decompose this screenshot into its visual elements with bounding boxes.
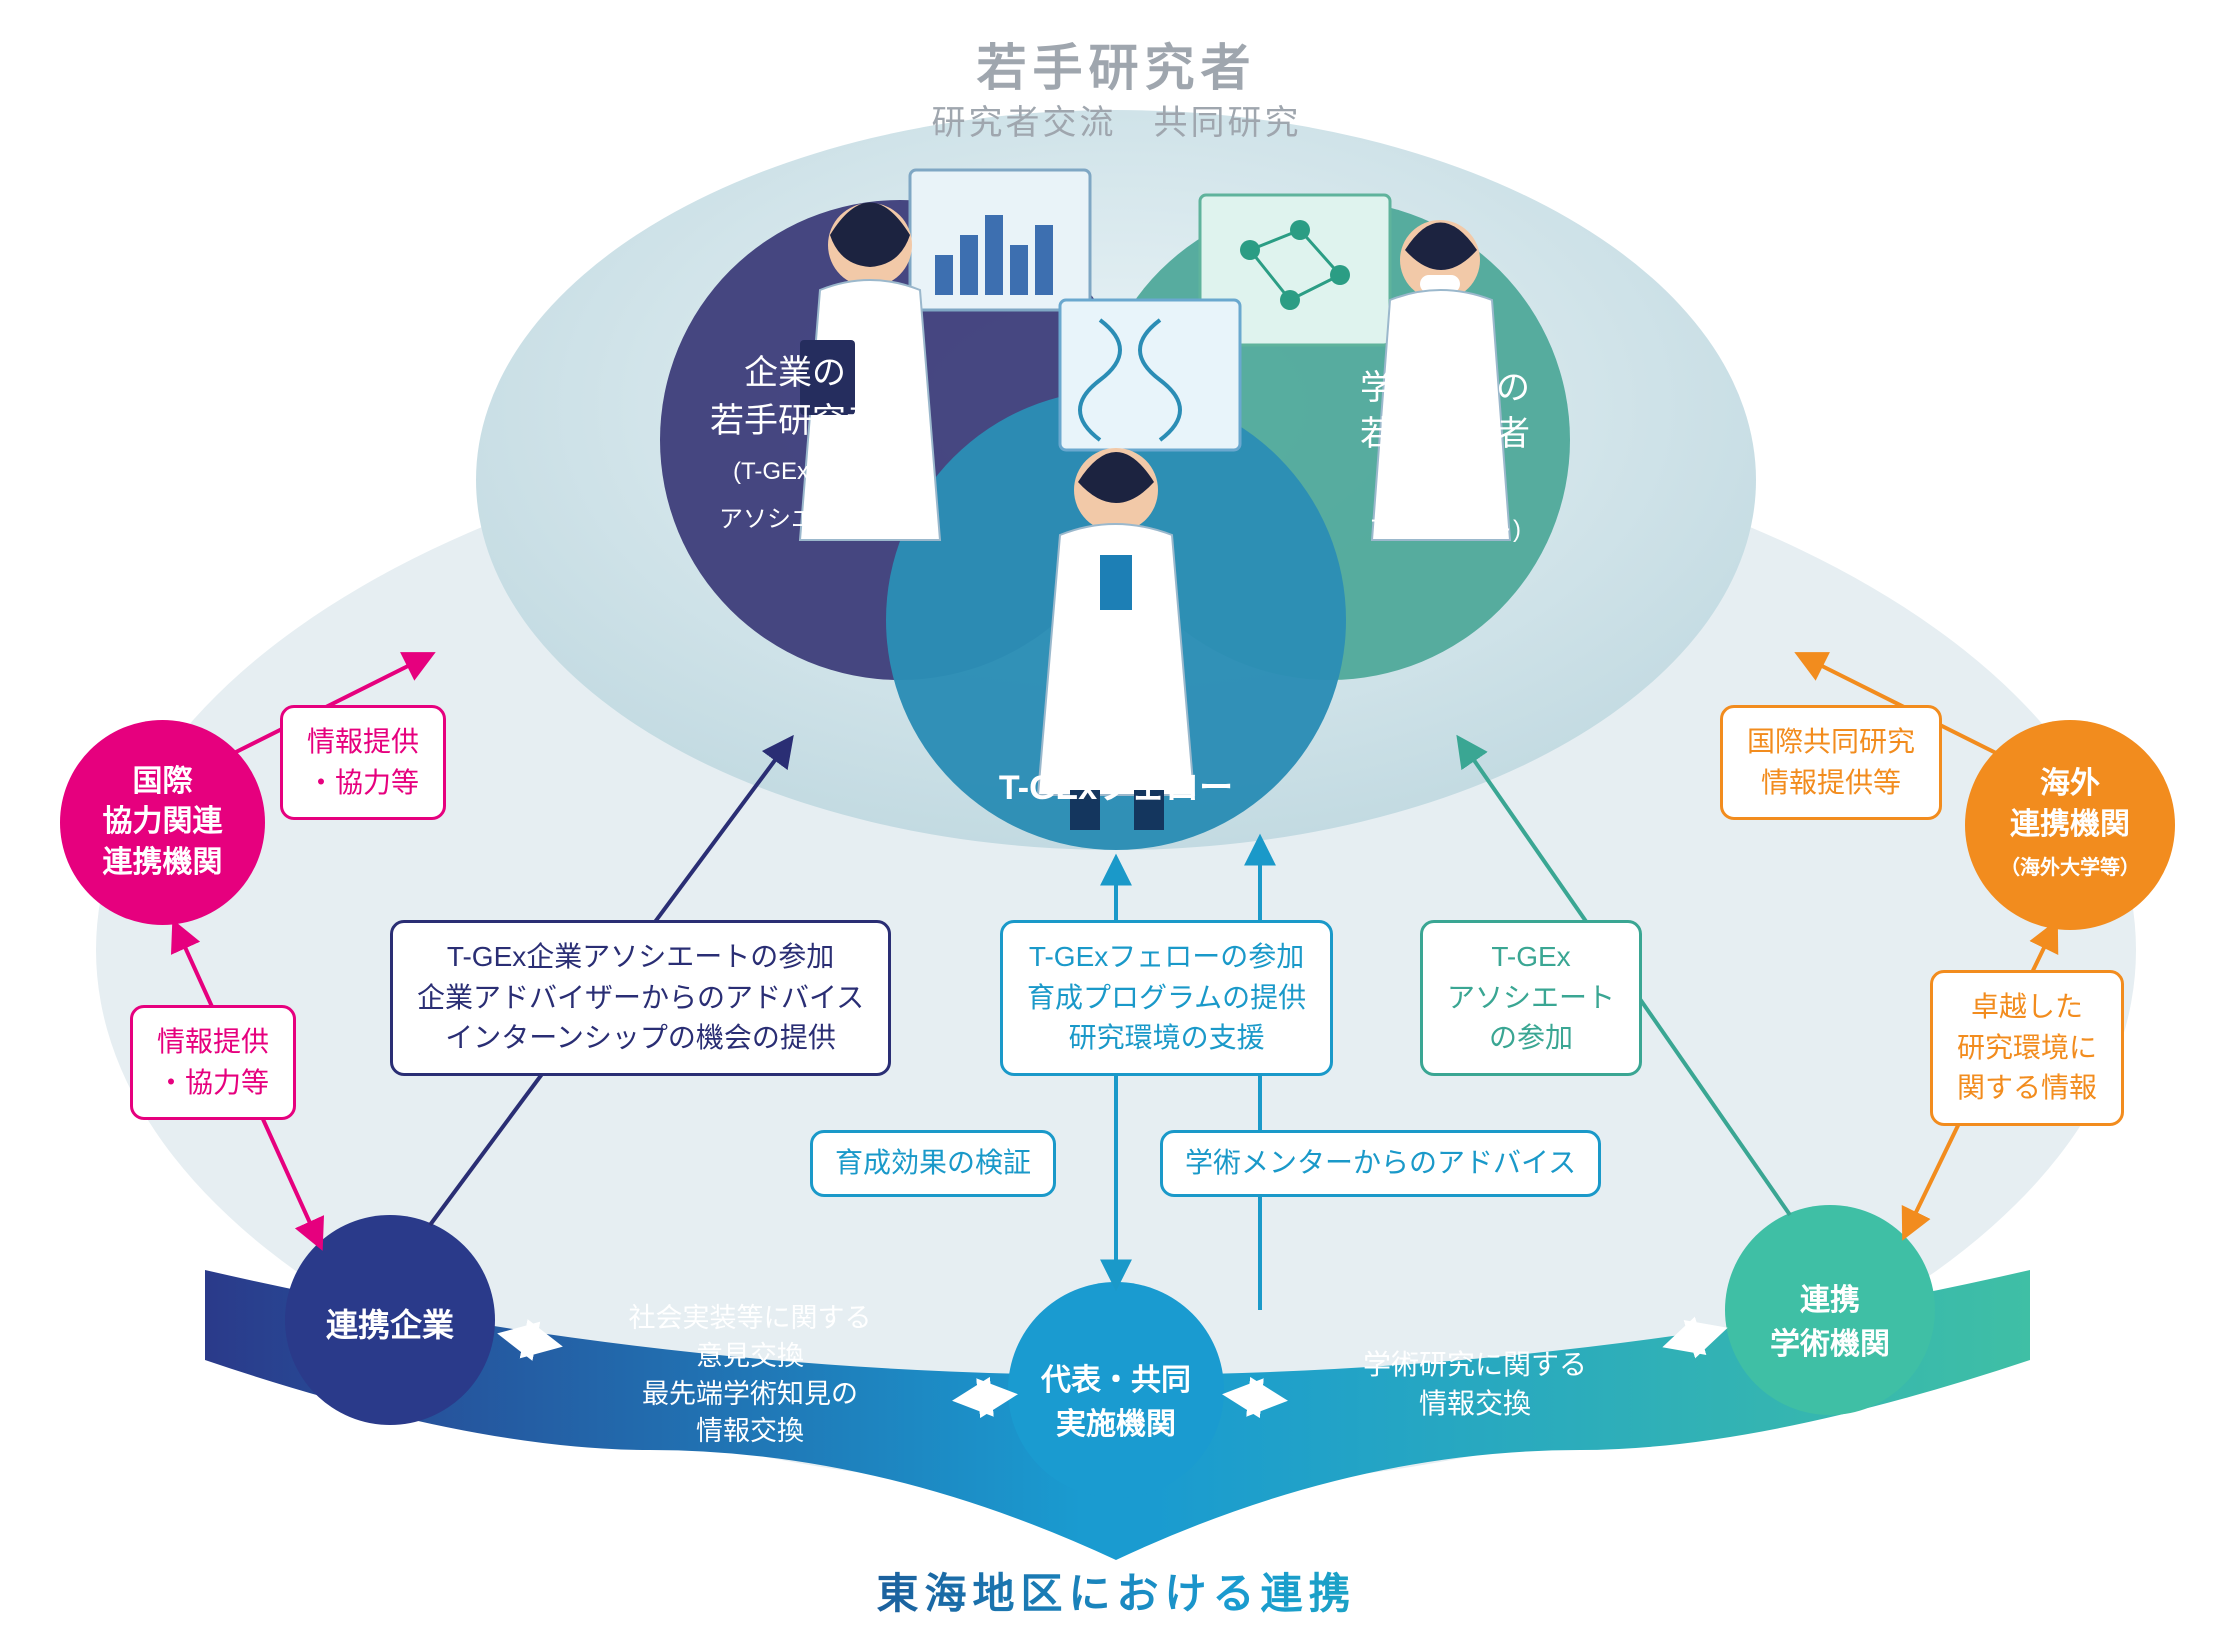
intl-coop-node: 国際協力関連連携機関 [60, 720, 265, 925]
diagram-canvas: 若手研究者 研究者交流 共同研究 企業の若手研究者(T-GEx企業 アソシエート… [0, 0, 2233, 1641]
mid-navy-box: T-GEx企業アソシエートの参加 企業アドバイザーからのアドバイス インターンシ… [390, 920, 891, 1076]
band-right-label: 連携 学術機関 [1740, 1275, 1920, 1363]
page-subtitle: 研究者交流 共同研究 [0, 95, 2233, 144]
intl-coop-box-top: 情報提供 ・協力等 [280, 705, 446, 820]
footer-title: 東海地区における連携 [0, 1560, 2233, 1621]
mid-small-right: 学術メンターからのアドバイス [1160, 1130, 1601, 1197]
overseas-node: 海外連携機関（海外大学等） [1965, 720, 2175, 930]
intl-coop-box-bottom: 情報提供 ・協力等 [130, 1005, 296, 1120]
band-center-label: 代表・共同 実施機関 [1016, 1355, 1216, 1443]
venn-left-label: 企業の若手研究者(T-GEx企業 アソシエート) [655, 350, 935, 540]
band-desc-left: 社会実装等に関する 意見交換 最先端学術知見の 情報交換 [560, 1300, 940, 1451]
venn-right-label: 連携学術機関の若手研究者(T-GEx アソシエート) [1300, 320, 1590, 549]
mid-small-left: 育成効果の検証 [810, 1130, 1056, 1197]
band-left-label: 連携企業 [300, 1300, 480, 1346]
overseas-box-bottom: 卓越した 研究環境に 関する情報 [1930, 970, 2124, 1126]
mid-teal-box: T-GEx アソシエート の参加 [1420, 920, 1642, 1076]
venn-bottom-label: T-GExフェロー [916, 760, 1316, 809]
overseas-box-top: 国際共同研究 情報提供等 [1720, 705, 1942, 820]
page-title: 若手研究者 [0, 28, 2233, 100]
mid-cyan-box: T-GExフェローの参加 育成プログラムの提供 研究環境の支援 [1000, 920, 1333, 1076]
band-desc-right: 学術研究に関する 情報交換 [1300, 1345, 1650, 1423]
